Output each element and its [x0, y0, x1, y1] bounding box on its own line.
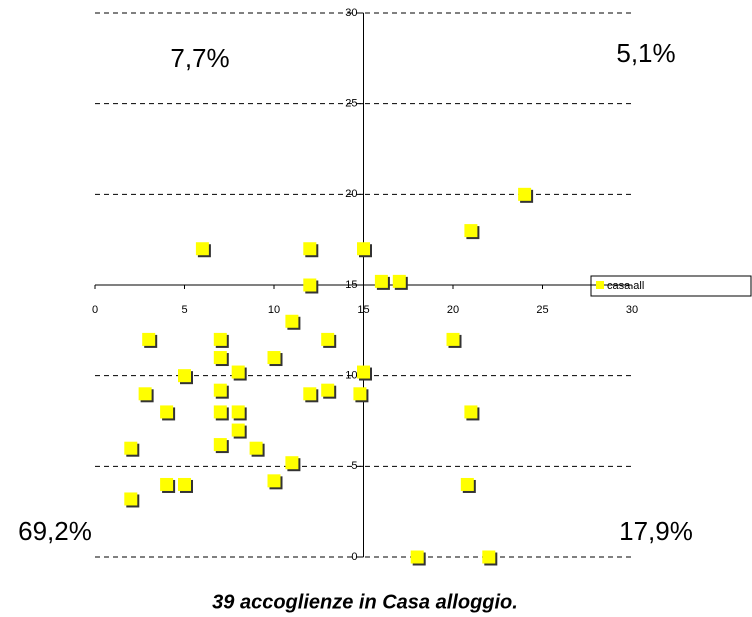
point: [231, 405, 245, 419]
chart-title: 39 accoglienze in Casa alloggio.: [212, 591, 518, 613]
point: [303, 387, 317, 401]
annotation: 69,2%: [18, 516, 92, 546]
point: [213, 332, 227, 346]
point: [285, 314, 299, 328]
point: [353, 387, 367, 401]
point: [374, 274, 388, 288]
point: [518, 187, 532, 201]
point: [124, 492, 138, 506]
point: [285, 456, 299, 470]
point: [464, 224, 478, 238]
point: [482, 550, 496, 564]
x-tick-label: 0: [92, 304, 98, 316]
point: [138, 387, 152, 401]
point: [410, 550, 424, 564]
point: [460, 477, 474, 491]
point: [124, 441, 138, 455]
y-tick-label: 20: [345, 188, 357, 200]
x-tick-label: 30: [626, 304, 638, 316]
annotation: 7,7%: [170, 43, 229, 73]
point: [142, 332, 156, 346]
point: [267, 474, 281, 488]
point: [178, 369, 191, 383]
point: [213, 351, 227, 365]
point: [231, 423, 245, 437]
point: [303, 278, 317, 292]
point: [267, 351, 281, 365]
x-tick-label: 5: [181, 304, 187, 316]
x-tick-label: 20: [447, 304, 459, 316]
legend-label: casa all: [607, 280, 644, 292]
point: [213, 405, 227, 419]
legend-box: [590, 275, 752, 297]
y-tick-label: 10: [345, 370, 357, 382]
point: [213, 438, 227, 452]
point: [321, 383, 335, 397]
x-tick-label: 25: [536, 304, 548, 316]
point: [446, 332, 460, 346]
annotation: 17,9%: [619, 516, 693, 546]
point: [178, 477, 191, 491]
point: [160, 405, 174, 419]
point: [357, 365, 370, 379]
point: [303, 242, 317, 256]
point: [392, 274, 406, 288]
y-tick-label: 30: [345, 7, 357, 19]
point: [357, 242, 370, 256]
point: [195, 242, 209, 256]
x-tick-label: 10: [268, 304, 280, 316]
point: [160, 477, 174, 491]
point: [213, 383, 227, 397]
y-tick-label: 25: [345, 98, 357, 110]
point: [249, 441, 263, 455]
y-tick-label: 5: [351, 460, 357, 472]
y-tick-label: 0: [351, 551, 357, 563]
point: [321, 332, 335, 346]
legend-marker: [596, 281, 604, 289]
annotation: 5,1%: [616, 38, 675, 68]
point: [464, 405, 478, 419]
point: [231, 365, 245, 379]
